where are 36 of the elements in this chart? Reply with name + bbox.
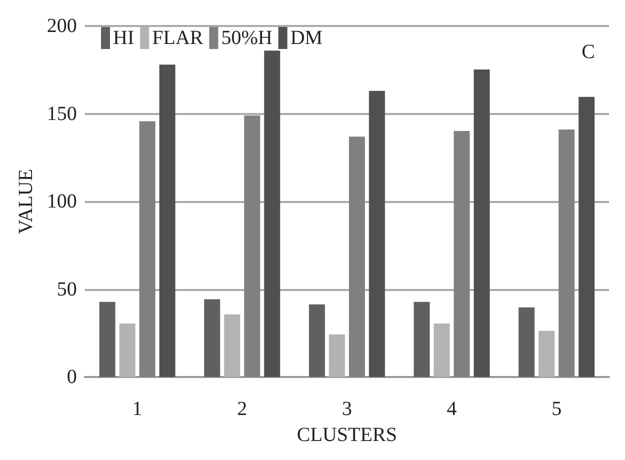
- y-tick-label: 200: [46, 15, 77, 37]
- y-tick-label: 50: [56, 278, 77, 300]
- bar: [434, 323, 450, 377]
- legend-label: DM: [290, 27, 323, 49]
- x-tick-label: 5: [552, 398, 562, 420]
- bar: [454, 130, 470, 377]
- legend-label: 50%H: [221, 27, 272, 49]
- legend-label: HI: [113, 27, 134, 49]
- bar: [119, 323, 136, 377]
- bar: [474, 70, 490, 377]
- bar: [308, 304, 325, 377]
- bar: [578, 96, 595, 377]
- x-tick-label: 3: [342, 398, 352, 420]
- bar: [558, 130, 575, 377]
- annotation: C: [582, 41, 596, 63]
- x-axis-title: CLUSTERS: [296, 424, 397, 446]
- bar: [99, 302, 116, 377]
- bar: [538, 330, 555, 377]
- bar: [518, 307, 535, 377]
- x-tick-label: 2: [237, 398, 248, 420]
- y-tick-label: 0: [66, 366, 77, 388]
- bar: [139, 121, 156, 377]
- bar: [414, 302, 430, 377]
- x-tick-label: 4: [446, 398, 457, 420]
- bar: [159, 64, 176, 377]
- bar: [348, 136, 365, 377]
- y-axis-title: VALUE: [15, 168, 37, 234]
- bar: [204, 299, 220, 377]
- y-tick-label: 100: [46, 190, 77, 212]
- bar: [328, 334, 345, 377]
- bar: [244, 116, 260, 377]
- legend-label: FLAR: [152, 27, 204, 49]
- bar: [224, 314, 240, 377]
- y-tick-label: 150: [46, 102, 77, 125]
- bar: [368, 90, 385, 377]
- x-tick-label: 1: [132, 398, 142, 420]
